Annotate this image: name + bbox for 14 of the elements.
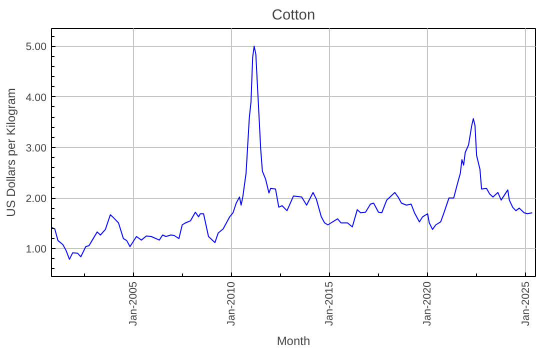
x-tick-label: Jan-2015 (324, 281, 336, 326)
y-axis-title: US Dollars per Kilogram (4, 88, 18, 217)
y-tick-label: 4.00 (26, 92, 47, 104)
y-tick-label: 2.00 (26, 193, 47, 206)
y-tick-label: 3.00 (26, 142, 47, 154)
x-tick-label: Jan-2020 (422, 281, 434, 326)
y-tick-label: 5.00 (26, 41, 47, 54)
line-series (52, 46, 533, 260)
x-tick-label: Jan-2005 (127, 281, 140, 326)
x-tick-label: Jan-2025 (520, 281, 532, 326)
x-axis-title: Month (276, 334, 310, 348)
y-tick-label: 1.00 (26, 244, 47, 256)
chart-title: Cotton (272, 8, 316, 24)
x-tick-label: Jan-2010 (225, 281, 238, 326)
